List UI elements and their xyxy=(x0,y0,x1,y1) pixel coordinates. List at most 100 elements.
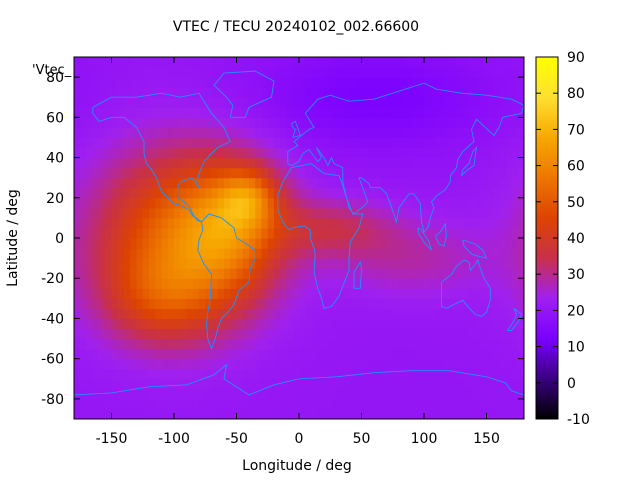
heatmap-cell xyxy=(136,117,144,128)
heatmap-cell xyxy=(186,338,194,350)
heatmap-cell xyxy=(367,278,375,289)
heatmap-cell xyxy=(74,87,81,98)
heatmap-cell xyxy=(367,398,375,410)
heatmap-cell xyxy=(442,157,450,169)
heatmap-cell xyxy=(217,147,225,159)
heatmap-cell xyxy=(149,248,156,259)
heatmap-cell xyxy=(74,77,81,88)
heatmap-cell xyxy=(449,187,456,199)
heatmap-cell xyxy=(261,117,269,128)
heatmap-cell xyxy=(492,77,500,88)
heatmap-cell xyxy=(486,338,494,350)
heatmap-cell xyxy=(205,87,213,98)
heatmap-cell xyxy=(374,87,381,98)
heatmap-cell xyxy=(74,408,81,419)
heatmap-cell xyxy=(286,207,294,219)
heatmap-cell xyxy=(467,217,475,229)
heatmap-cell xyxy=(305,227,313,239)
heatmap-cell xyxy=(274,388,281,400)
heatmap-cell xyxy=(105,398,113,410)
heatmap-cell xyxy=(486,57,494,68)
heatmap-cell xyxy=(99,147,106,159)
heatmap-cell xyxy=(149,258,156,269)
heatmap-cell xyxy=(124,207,131,219)
heatmap-cell xyxy=(461,278,469,289)
heatmap-cell xyxy=(217,57,225,68)
heatmap-cell xyxy=(499,227,506,239)
heatmap-cell xyxy=(167,388,175,400)
heatmap-cell xyxy=(236,197,244,209)
heatmap-cell xyxy=(86,187,94,199)
heatmap-cell xyxy=(424,288,431,299)
heatmap-cell xyxy=(392,408,400,419)
heatmap-cell xyxy=(155,368,163,380)
heatmap-cell xyxy=(230,137,238,149)
heatmap-cell xyxy=(180,97,188,108)
heatmap-cell xyxy=(117,107,125,118)
heatmap-cell xyxy=(211,338,219,350)
heatmap-cell xyxy=(242,167,250,179)
heatmap-cell xyxy=(467,117,475,128)
heatmap-cell xyxy=(236,167,244,179)
heatmap-cell xyxy=(417,398,425,410)
heatmap-cell xyxy=(236,157,244,169)
heatmap-cell xyxy=(342,107,350,118)
heatmap-cell xyxy=(261,107,269,118)
heatmap-cell xyxy=(311,207,319,219)
heatmap-cell xyxy=(449,227,456,239)
heatmap-cell xyxy=(74,97,81,108)
heatmap-cell xyxy=(174,87,181,98)
heatmap-cell xyxy=(205,248,213,259)
heatmap-cell xyxy=(380,268,388,279)
heatmap-cell xyxy=(292,388,300,400)
heatmap-cell xyxy=(255,408,263,419)
heatmap-cell xyxy=(492,368,500,380)
heatmap-cell xyxy=(249,147,256,159)
colorbar-tick-label: 30 xyxy=(567,267,585,283)
heatmap-cell xyxy=(199,278,206,289)
heatmap-cell xyxy=(474,338,481,350)
heatmap-cell xyxy=(380,238,388,249)
heatmap-cell xyxy=(249,248,256,259)
heatmap-cell xyxy=(142,348,150,360)
heatmap-cell xyxy=(324,97,331,108)
heatmap-cell xyxy=(449,318,456,330)
heatmap-cell xyxy=(486,217,494,229)
heatmap-cell xyxy=(417,368,425,380)
heatmap-cell xyxy=(267,238,275,249)
heatmap-cell xyxy=(311,358,319,370)
heatmap-cell xyxy=(392,187,400,199)
heatmap-cell xyxy=(217,388,225,400)
heatmap-cell xyxy=(405,197,413,209)
heatmap-cell xyxy=(511,107,519,118)
heatmap-cell xyxy=(111,97,119,108)
heatmap-cell xyxy=(155,67,163,78)
heatmap-cell xyxy=(424,127,431,139)
heatmap-cell xyxy=(474,248,481,259)
heatmap-cell xyxy=(424,167,431,179)
heatmap-cell xyxy=(492,87,500,98)
heatmap-cell xyxy=(305,378,313,390)
heatmap-cell xyxy=(199,248,206,259)
heatmap-cell xyxy=(317,398,325,410)
heatmap-cell xyxy=(236,227,244,239)
heatmap-cell xyxy=(117,378,125,390)
heatmap-cell xyxy=(124,268,131,279)
heatmap-cell xyxy=(99,288,106,299)
heatmap-cell xyxy=(74,167,81,179)
heatmap-cell xyxy=(186,268,194,279)
heatmap-cell xyxy=(186,197,194,209)
heatmap-cell xyxy=(474,87,481,98)
heatmap-cell xyxy=(180,358,188,370)
heatmap-cell xyxy=(142,388,150,400)
heatmap-cell xyxy=(486,187,494,199)
heatmap-cell xyxy=(161,167,169,179)
coastline-sumatra xyxy=(417,227,432,251)
heatmap-cell xyxy=(249,298,256,309)
heatmap-cell xyxy=(461,378,469,390)
heatmap-cell xyxy=(442,217,450,229)
heatmap-cell xyxy=(449,117,456,128)
heatmap-cell xyxy=(111,87,119,98)
heatmap-cell xyxy=(492,197,500,209)
heatmap-cell xyxy=(267,137,275,149)
